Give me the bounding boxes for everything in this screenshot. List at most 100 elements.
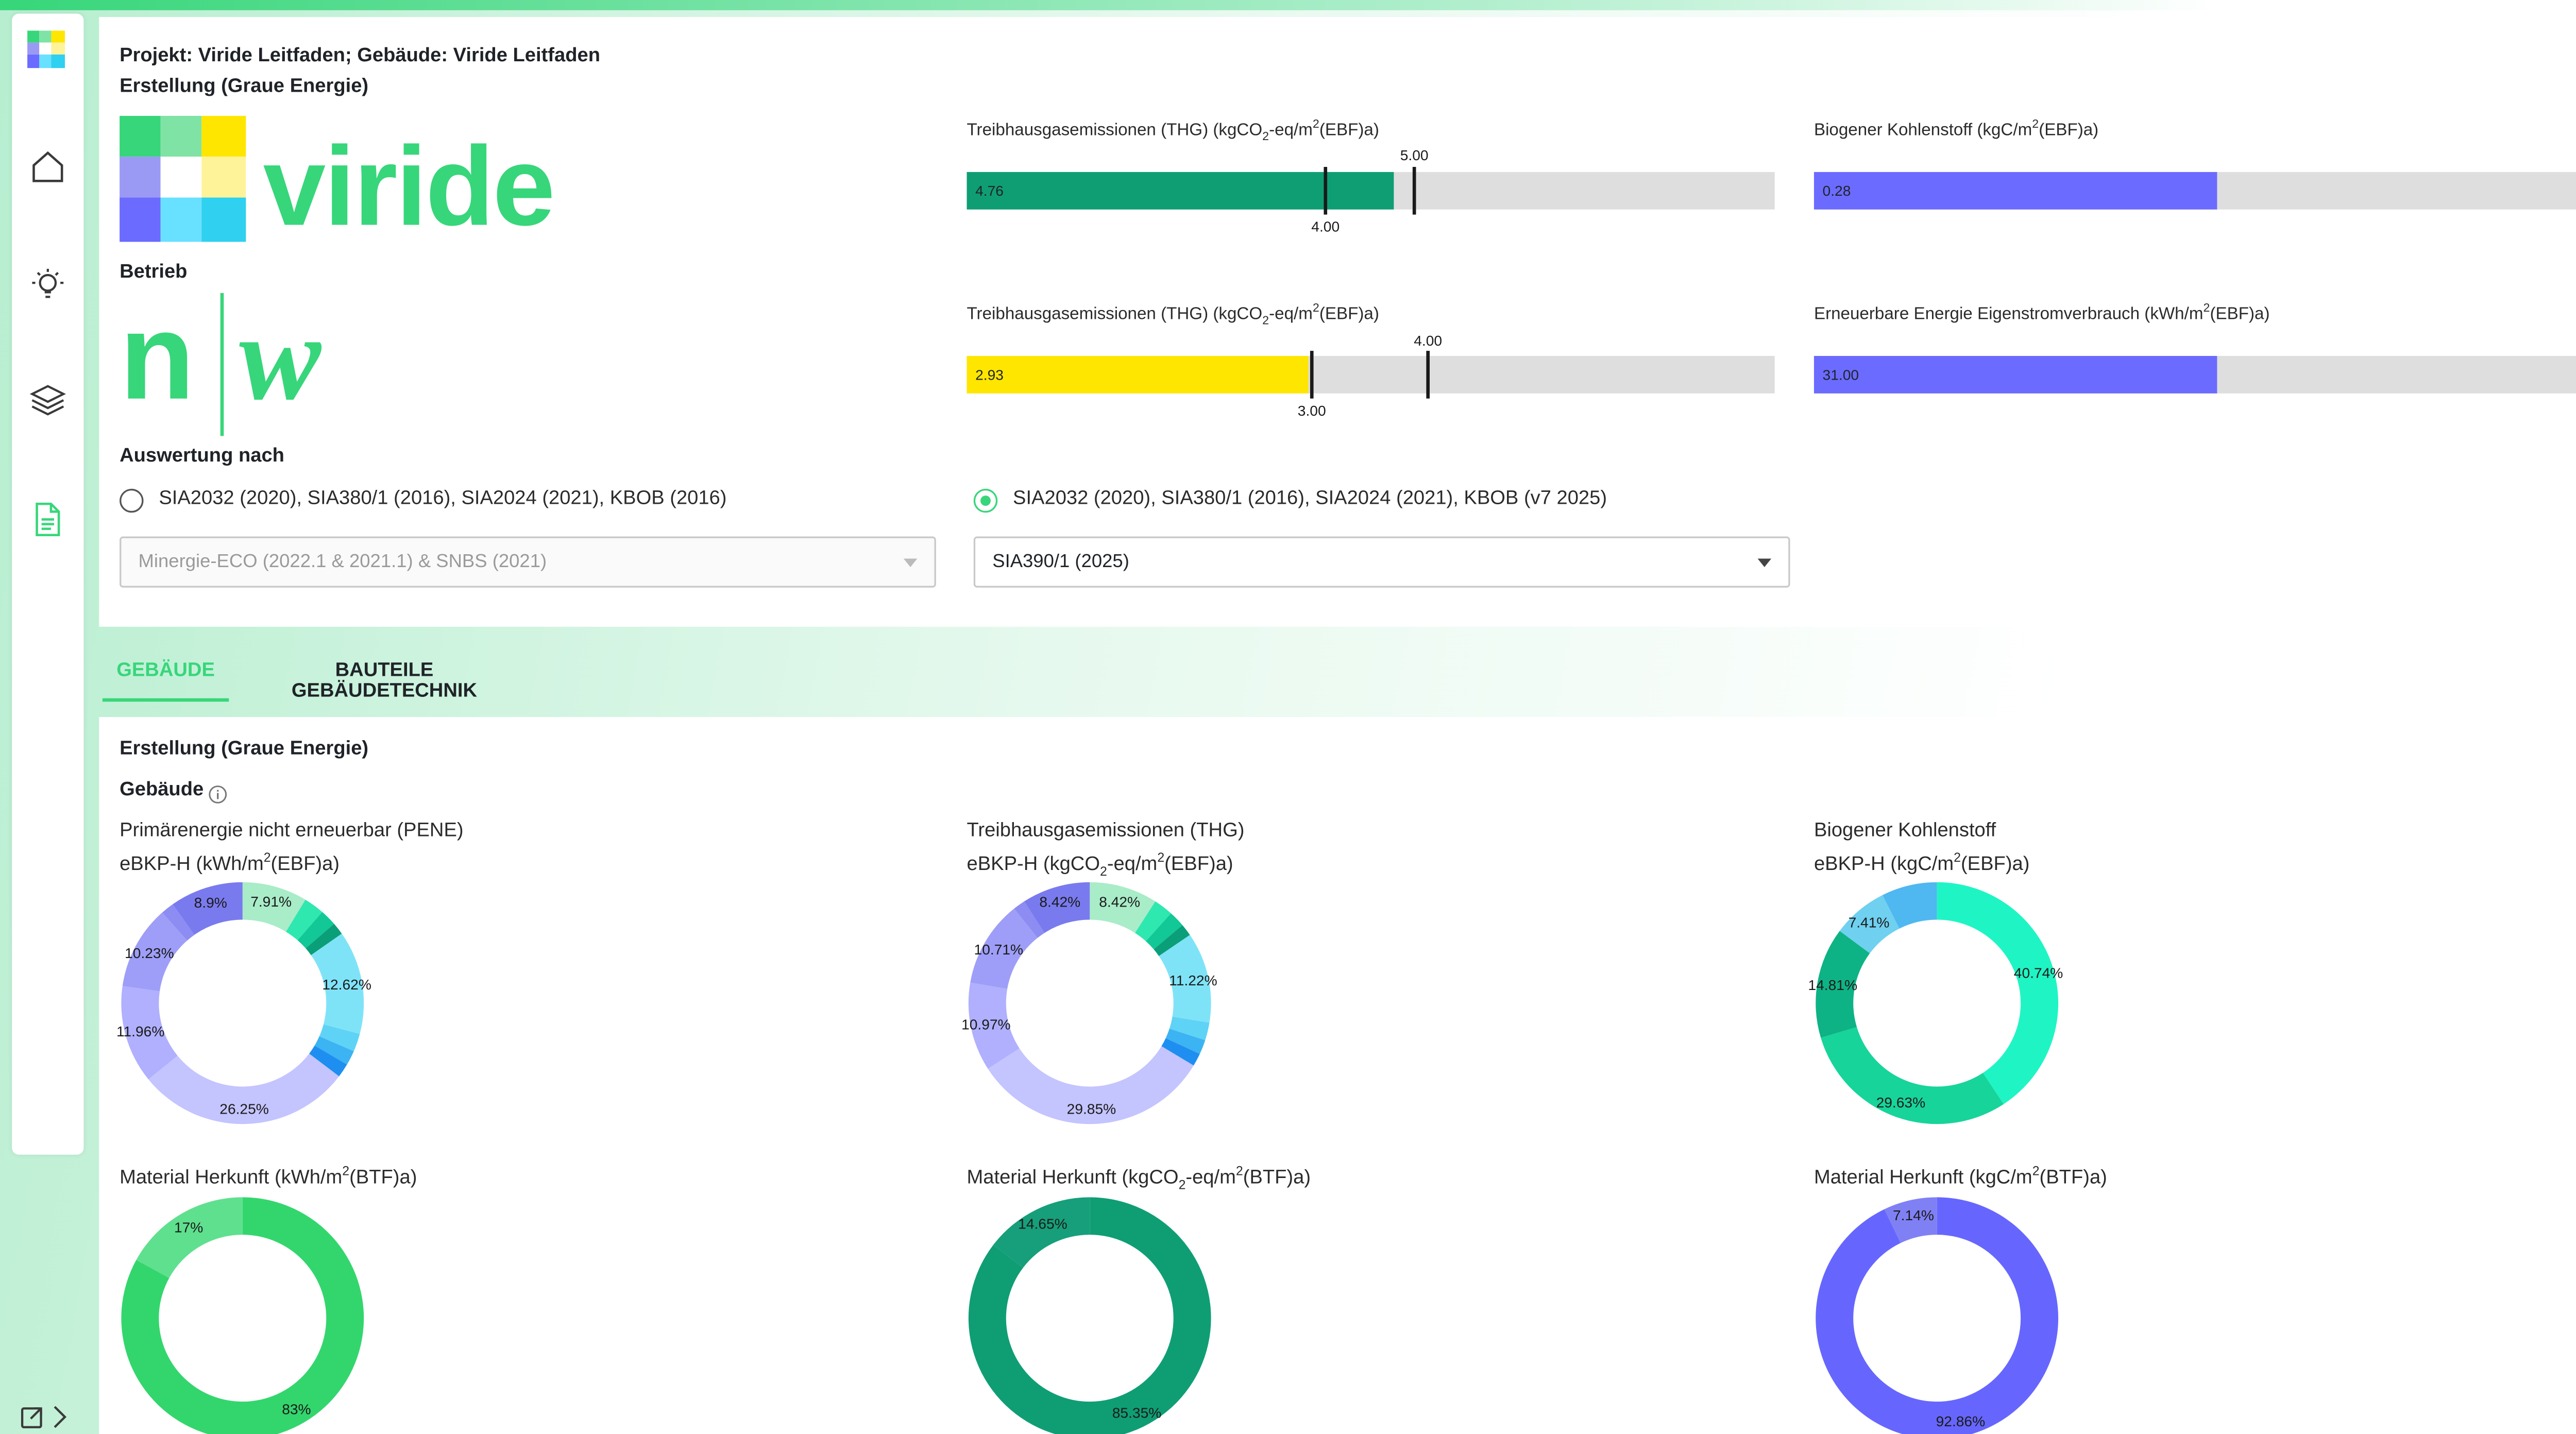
donut-slice-label: 11.96% bbox=[116, 1023, 164, 1039]
sidebar-item-layers[interactable] bbox=[26, 378, 70, 422]
donut-slice[interactable] bbox=[1882, 882, 1937, 929]
tab-gebaeude[interactable]: GEBÄUDE bbox=[102, 647, 229, 702]
donut-slice-label: 10.71% bbox=[974, 942, 1024, 958]
donut-slice-label: 83% bbox=[282, 1402, 311, 1418]
donut-slice-label: 8.9% bbox=[194, 895, 227, 911]
expand-sidebar-button[interactable] bbox=[17, 1400, 72, 1431]
kpi-ghg-creation-bar: 4.76 bbox=[967, 172, 1775, 210]
svg-text:w: w bbox=[239, 293, 321, 425]
donut-slice[interactable] bbox=[121, 986, 178, 1080]
kpi-biogenic-fill bbox=[1814, 172, 2217, 210]
donut-slice[interactable] bbox=[1821, 1027, 2004, 1124]
donut-slice-label: 12.62% bbox=[322, 977, 371, 993]
sidebar-item-report[interactable] bbox=[26, 497, 70, 541]
standard-select-1[interactable]: Minergie-ECO (2022.1 & 2021.1) & SNBS (2… bbox=[120, 536, 936, 588]
donut-slice-label: 17% bbox=[174, 1220, 203, 1236]
donut-slice[interactable] bbox=[122, 912, 188, 992]
lightbulb-icon bbox=[32, 268, 64, 298]
kpi-ghg-creation-label: Treibhausgasemissionen (THG) (kgCO2-eq/m… bbox=[967, 119, 1379, 144]
donut-slice[interactable] bbox=[968, 1197, 1211, 1434]
sidebar-item-ideas[interactable] bbox=[26, 262, 70, 306]
donut-slice[interactable] bbox=[993, 1197, 1090, 1268]
chart-2-donut[interactable]: 8.42% 11.22% 29.85% 10.97% 10.71% 8.42% bbox=[961, 880, 1236, 1136]
donut-slice-label: 85.35% bbox=[1112, 1405, 1162, 1421]
chart-6-donut[interactable]: 92.86% 7.14% bbox=[1810, 1196, 2083, 1434]
donut-slice[interactable] bbox=[121, 1197, 364, 1434]
kpi-ghg-creation-limit-marker bbox=[1324, 167, 1328, 215]
donut-slice-label: 8.42% bbox=[1099, 894, 1140, 910]
chart-2-title: Treibhausgasemissionen (THG) bbox=[967, 821, 1245, 842]
donut-slice[interactable] bbox=[314, 1036, 354, 1065]
donut-slice[interactable] bbox=[1024, 882, 1090, 933]
kpi-biogenic-bar: 0.28 bbox=[1814, 172, 2576, 210]
donut-slice[interactable] bbox=[297, 912, 334, 949]
donut-slice[interactable] bbox=[1169, 1016, 1210, 1040]
donut-slice[interactable] bbox=[148, 1053, 340, 1124]
kpi-ghg-creation-target-label: 5.00 bbox=[1400, 146, 1429, 164]
chart-5-title: Material Herkunft (kgCO2-eq/m2(BTF)a) bbox=[967, 1163, 1311, 1192]
document-icon bbox=[36, 502, 60, 537]
donut-slice[interactable] bbox=[1839, 895, 1900, 953]
kpi-ghg-operation-value: 2.93 bbox=[975, 366, 1004, 383]
donut-slice[interactable] bbox=[1135, 901, 1171, 942]
evaluation-option-1-label[interactable]: SIA2032 (2020), SIA380/1 (2016), SIA2024… bbox=[159, 488, 727, 509]
chart-3-title: Biogener Kohlenstoff bbox=[1814, 821, 1996, 842]
kpi-ghg-operation-label: Treibhausgasemissionen (THG) (kgCO2-eq/m… bbox=[967, 303, 1379, 328]
donut-slice[interactable] bbox=[988, 1046, 1194, 1124]
donut-slice[interactable] bbox=[970, 908, 1038, 989]
kpi-ghg-operation-target-label: 4.00 bbox=[1414, 332, 1443, 349]
donut-slice[interactable] bbox=[968, 982, 1020, 1069]
svg-text:n: n bbox=[120, 293, 195, 425]
donut-slice[interactable] bbox=[162, 904, 195, 941]
sidebar-item-home[interactable] bbox=[26, 145, 70, 189]
chart-1-subtitle: eBKP-H (kWh/m2(EBF)a) bbox=[120, 849, 340, 875]
donut-slice[interactable] bbox=[1816, 1197, 2059, 1434]
kpi-ghg-operation-bar: 2.93 bbox=[967, 356, 1775, 394]
chevron-down-icon bbox=[903, 558, 918, 568]
kpi-ghg-creation-limit-label: 4.00 bbox=[1311, 218, 1340, 235]
app-logo-icon[interactable] bbox=[27, 30, 65, 69]
chart-3-donut[interactable]: 40.74% 29.63% 14.81% 7.41% bbox=[1808, 880, 2083, 1136]
donut-slice[interactable] bbox=[136, 1197, 243, 1278]
donut-slice[interactable] bbox=[1884, 1197, 1937, 1243]
evaluation-option-1-radio[interactable] bbox=[120, 488, 144, 513]
standard-select-2-value: SIA390/1 (2025) bbox=[992, 552, 1129, 572]
kpi-renewable-label: Erneuerbare Energie Eigenstromverbrauch … bbox=[1814, 303, 2270, 325]
expand-sidebar-icon bbox=[21, 1406, 67, 1428]
evaluation-option-2-label[interactable]: SIA2032 (2020), SIA380/1 (2016), SIA2024… bbox=[1013, 488, 1607, 509]
kpi-biogenic-label: Biogener Kohlenstoff (kgC/m2(EBF)a) bbox=[1814, 119, 2099, 141]
kpi-renewable-fill bbox=[1814, 356, 2217, 394]
donut-slice[interactable] bbox=[1937, 882, 2059, 1104]
info-icon[interactable] bbox=[208, 782, 227, 804]
donut-slice-label: 10.97% bbox=[961, 1016, 1011, 1032]
donut-slice[interactable] bbox=[1146, 913, 1183, 949]
donut-slice[interactable] bbox=[309, 1045, 347, 1077]
tab-bauteile[interactable]: BAUTEILE GEBÄUDETECHNIK bbox=[291, 660, 478, 702]
donut-slice[interactable] bbox=[1014, 901, 1045, 938]
donut-slice[interactable] bbox=[1816, 931, 1870, 1038]
kpi-renewable-bar: 31.00 bbox=[1814, 356, 2576, 394]
chart-4-donut[interactable]: 83% 17% bbox=[116, 1196, 389, 1434]
donut-slice[interactable] bbox=[319, 1024, 360, 1051]
chart-1-donut[interactable]: 7.91% 12.62% 26.25% 11.96% 10.23% 8.9% bbox=[116, 880, 389, 1136]
donut-slice[interactable] bbox=[286, 899, 323, 941]
donut-slice[interactable] bbox=[306, 924, 342, 955]
donut-slice[interactable] bbox=[173, 882, 243, 935]
donut-slice-label: 40.74% bbox=[2014, 965, 2063, 981]
summary-card: Projekt: Viride Leitfaden; Gebäude: Viri… bbox=[99, 17, 2576, 627]
kpi-ghg-creation-fill bbox=[967, 172, 1394, 210]
donut-slice[interactable] bbox=[242, 882, 306, 932]
donut-slice[interactable] bbox=[1090, 882, 1156, 933]
donut-slice[interactable] bbox=[1154, 925, 1190, 957]
donut-slice[interactable] bbox=[311, 933, 364, 1034]
kpi-ghg-operation-limit-marker bbox=[1310, 351, 1314, 399]
donut-slice[interactable] bbox=[1161, 1038, 1200, 1066]
donut-slice[interactable] bbox=[1159, 935, 1211, 1023]
chart-5-donut[interactable]: 85.35% 14.65% bbox=[963, 1196, 1236, 1434]
donut-slice-label: 29.63% bbox=[1876, 1095, 1926, 1111]
standard-select-2[interactable]: SIA390/1 (2025) bbox=[973, 536, 1790, 588]
donut-slice[interactable] bbox=[1165, 1029, 1206, 1054]
chevron-down-icon bbox=[1757, 558, 1772, 568]
evaluation-option-2-radio[interactable] bbox=[973, 488, 998, 513]
